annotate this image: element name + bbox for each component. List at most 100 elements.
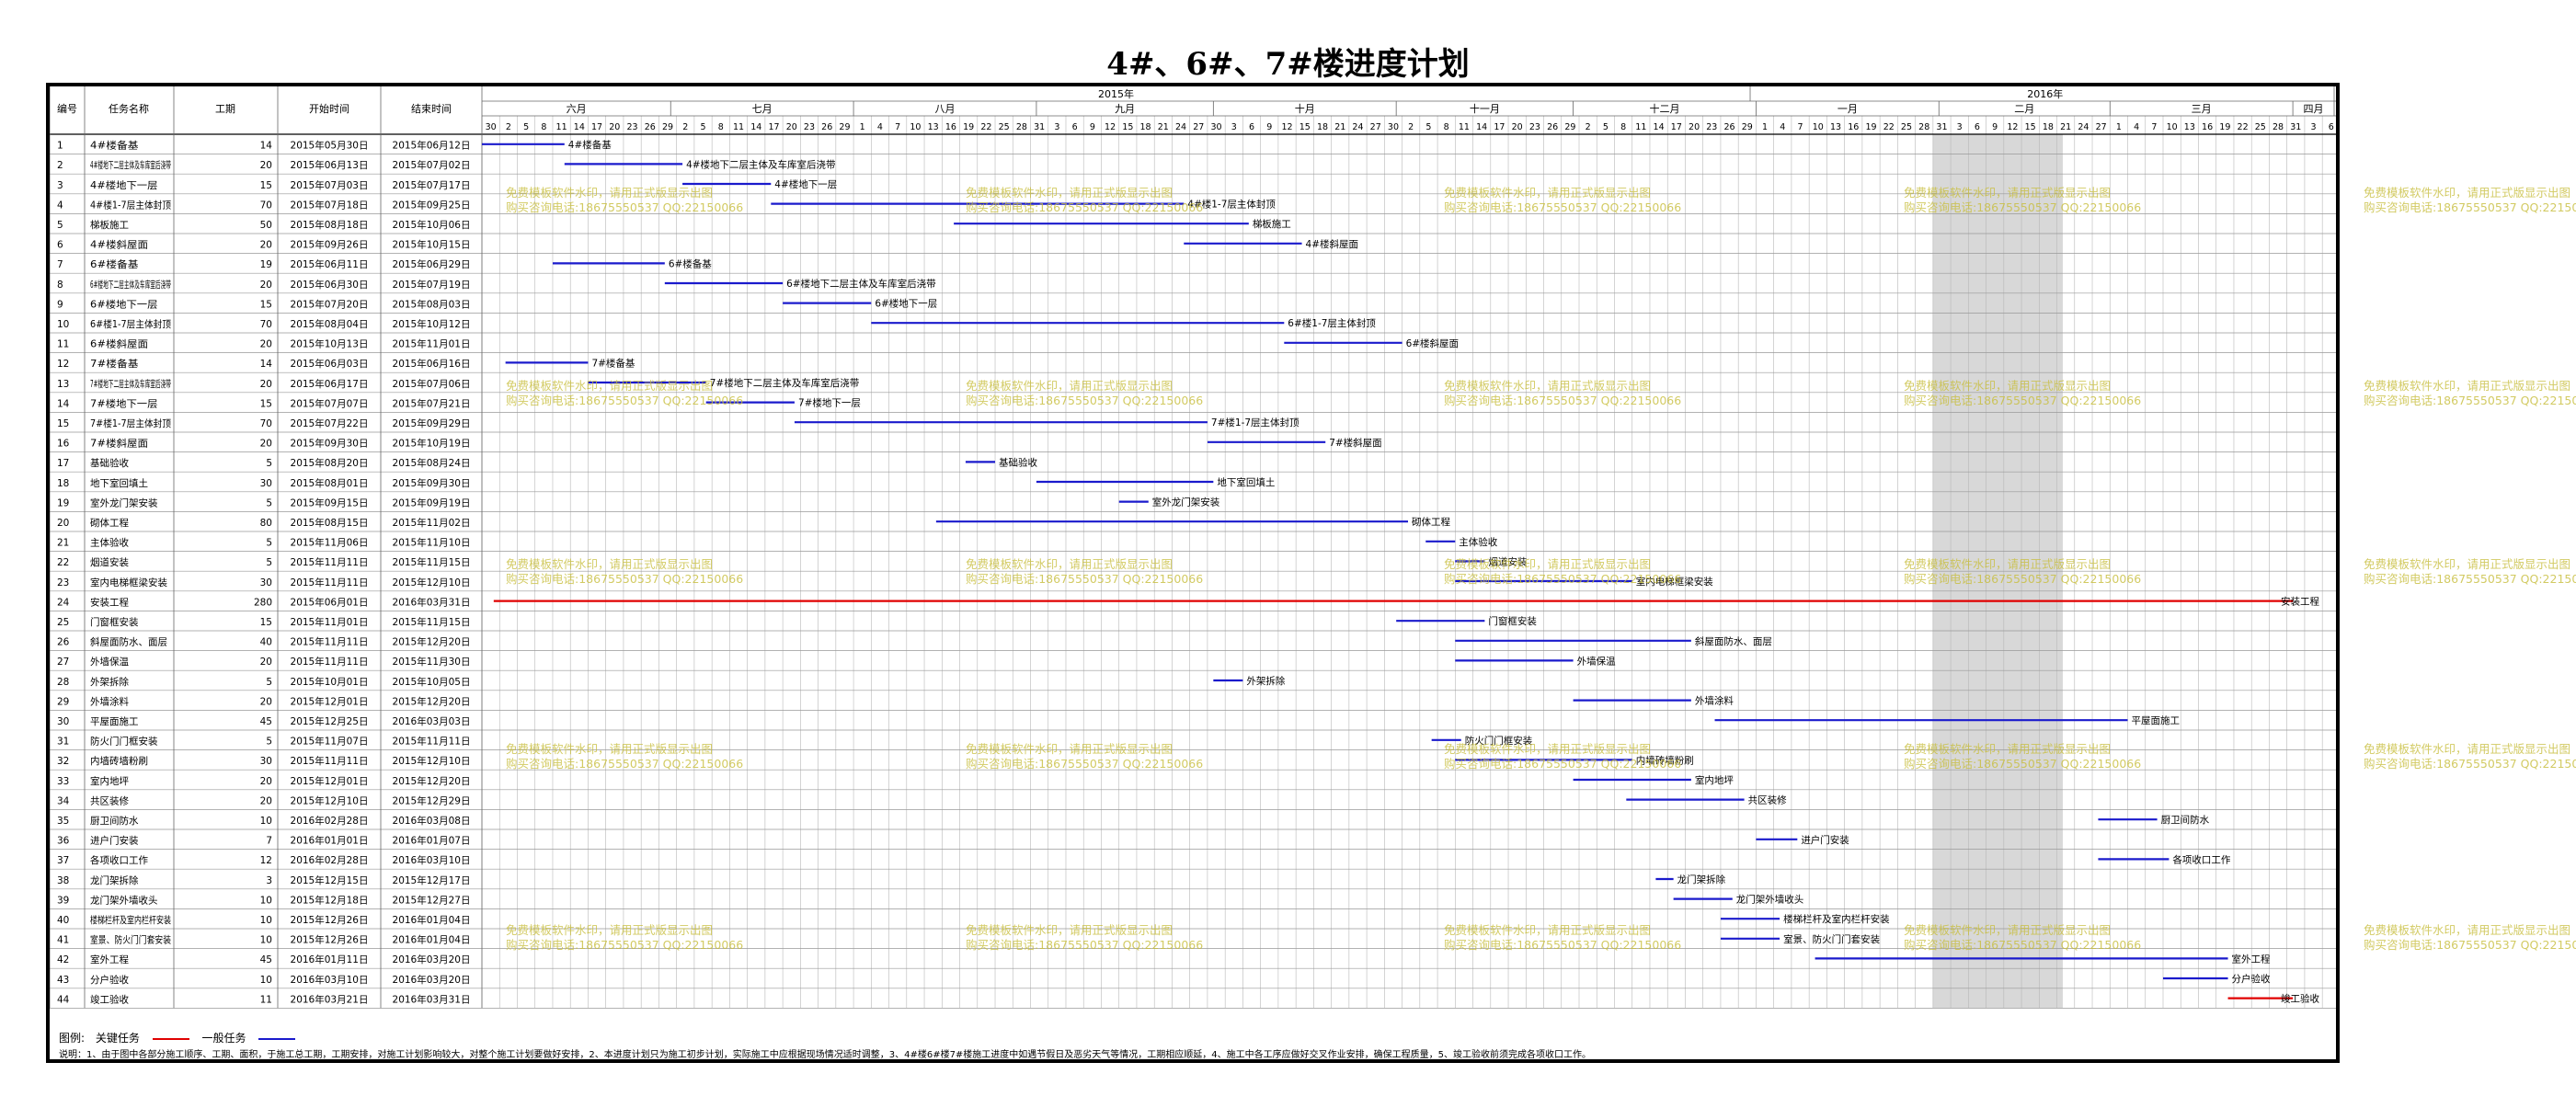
row-duration: 5 xyxy=(266,677,272,688)
row-start: 2016年01月11日 xyxy=(291,954,369,965)
row-no: 10 xyxy=(57,319,69,330)
row-no: 12 xyxy=(57,359,69,370)
day-tick-label: 24 xyxy=(1352,122,1363,132)
day-tick-label: 7 xyxy=(1798,122,1803,132)
day-tick-label: 28 xyxy=(1918,122,1929,132)
row-start: 2016年02月28日 xyxy=(291,815,369,827)
row-end: 2015年07月06日 xyxy=(393,378,471,390)
day-tick-label: 13 xyxy=(2184,122,2195,132)
row-name: 4#楼地下一层 xyxy=(90,179,158,191)
watermark-text: 免费模板软件水印，请用正式版显示出图 购买咨询电话:18675550537 QQ:… xyxy=(2364,923,2576,953)
row-duration: 11 xyxy=(260,994,272,1005)
row-no: 33 xyxy=(57,776,69,787)
row-name: 7#楼斜屋面 xyxy=(90,438,148,450)
row-start: 2015年11月11日 xyxy=(291,656,369,668)
row-duration: 20 xyxy=(260,657,272,668)
month-label: 二月 xyxy=(2014,103,2034,115)
row-duration: 15 xyxy=(260,617,272,628)
row-end: 2015年09月19日 xyxy=(393,497,471,508)
row-end: 2016年03月31日 xyxy=(393,596,471,608)
day-tick-label: 3 xyxy=(1054,122,1059,132)
row-name: 分户验收 xyxy=(90,974,129,986)
row-no: 16 xyxy=(57,439,70,450)
row-start: 2015年08月01日 xyxy=(291,477,369,489)
row-no: 15 xyxy=(57,418,69,429)
row-duration: 5 xyxy=(266,737,272,748)
year-label: 2016年 xyxy=(2027,87,2063,100)
row-duration: 20 xyxy=(260,379,272,390)
row-start: 2015年06月30日 xyxy=(291,279,369,291)
day-tick-label: 14 xyxy=(574,122,585,132)
day-tick-label: 6 xyxy=(1072,122,1078,132)
month-label: 十月 xyxy=(1295,102,1315,115)
watermark-line2: 购买咨询电话:18675550537 QQ:22150066 xyxy=(966,572,1204,586)
row-name: 梯板施工 xyxy=(90,219,129,231)
task-bar-label: 各项收口工作 xyxy=(2172,853,2230,865)
row-no: 5 xyxy=(57,220,63,231)
watermark-line2: 购买咨询电话:18675550537 QQ:22150066 xyxy=(506,200,744,214)
month-label: 七月 xyxy=(752,103,773,115)
row-name: 平屋面施工 xyxy=(90,715,139,727)
watermark-text: 免费模板软件水印，请用正式版显示出图 购买咨询电话:18675550537 QQ:… xyxy=(966,379,1203,408)
row-duration: 10 xyxy=(260,895,272,906)
day-tick-label: 15 xyxy=(1122,122,1133,132)
task-bar-label: 室外工程 xyxy=(2232,953,2271,965)
watermark-text: 免费模板软件水印，请用正式版显示出图 购买咨询电话:18675550537 QQ:… xyxy=(506,923,743,953)
day-tick-label: 8 xyxy=(541,122,546,132)
day-tick-label: 24 xyxy=(2078,122,2089,132)
row-duration: 14 xyxy=(260,141,273,152)
watermark-text: 免费模板软件水印，请用正式版显示出图 购买咨询电话:18675550537 QQ:… xyxy=(1904,742,2141,771)
row-start: 2015年06月13日 xyxy=(291,159,369,171)
day-tick-label: 20 xyxy=(1512,122,1523,132)
watermark-line1: 免费模板软件水印，请用正式版显示出图 xyxy=(1444,923,1652,937)
watermark-line1: 免费模板软件水印，请用正式版显示出图 xyxy=(1444,186,1652,200)
row-no: 30 xyxy=(57,716,69,727)
row-duration: 20 xyxy=(260,280,272,291)
task-bar-label: 6#楼备基 xyxy=(669,257,712,269)
task-bar-label: 4#楼备基 xyxy=(568,139,612,151)
legend-title: 图例: xyxy=(59,1032,86,1045)
day-tick-label: 13 xyxy=(1830,122,1841,132)
row-name: 龙门架拆除 xyxy=(90,874,139,886)
row-end: 2016年03月31日 xyxy=(393,993,471,1005)
row-duration: 70 xyxy=(260,418,272,429)
watermark-line2: 购买咨询电话:18675550537 QQ:22150066 xyxy=(966,200,1204,214)
day-tick-label: 7 xyxy=(2151,122,2157,132)
row-duration: 20 xyxy=(260,240,272,251)
row-end: 2015年10月05日 xyxy=(393,676,471,688)
row-no: 25 xyxy=(57,617,69,628)
row-start: 2015年06月17日 xyxy=(291,378,369,390)
watermark-line2: 购买咨询电话:18675550537 QQ:22150066 xyxy=(2364,394,2576,407)
row-end: 2015年11月15日 xyxy=(393,616,471,628)
header-end: 结束时间 xyxy=(411,103,452,115)
task-bar-label: 内墙砖墙粉刷 xyxy=(1636,754,1694,766)
day-tick-label: 8 xyxy=(718,122,724,132)
row-no: 42 xyxy=(57,954,69,965)
day-tick-label: 18 xyxy=(2043,122,2054,132)
row-end: 2015年12月20日 xyxy=(393,695,471,707)
row-name: 主体验收 xyxy=(90,537,129,549)
day-tick-label: 30 xyxy=(1388,122,1399,132)
row-start: 2015年08月18日 xyxy=(291,219,369,231)
day-tick-label: 14 xyxy=(1654,122,1665,132)
row-no: 29 xyxy=(57,696,69,707)
row-duration: 5 xyxy=(266,538,272,549)
row-start: 2015年12月26日 xyxy=(291,914,369,926)
row-end: 2015年09月29日 xyxy=(393,417,471,429)
row-duration: 20 xyxy=(260,439,272,450)
gantt-chart: 编号 任务名称 工期 开始时间 结束时间 2015年 2016年 六月 七月 八月 九月 十月 十一月 十… xyxy=(46,83,2340,1063)
day-tick-label: 14 xyxy=(750,122,761,132)
task-bar-label: 6#楼1-7层主体封顶 xyxy=(1288,317,1376,329)
day-tick-label: 16 xyxy=(945,122,956,132)
row-start: 2015年09月26日 xyxy=(291,239,369,251)
header-start: 开始时间 xyxy=(309,102,349,115)
day-tick-label: 20 xyxy=(609,122,620,132)
task-bar-label: 外墙保温 xyxy=(1577,655,1616,667)
row-no: 3 xyxy=(57,180,63,191)
row-duration: 3 xyxy=(266,875,272,886)
row-name: 安装工程 xyxy=(90,596,129,608)
row-duration: 10 xyxy=(260,935,272,946)
watermark-line1: 免费模板软件水印，请用正式版显示出图 xyxy=(1444,379,1652,393)
row-duration: 19 xyxy=(260,259,272,270)
